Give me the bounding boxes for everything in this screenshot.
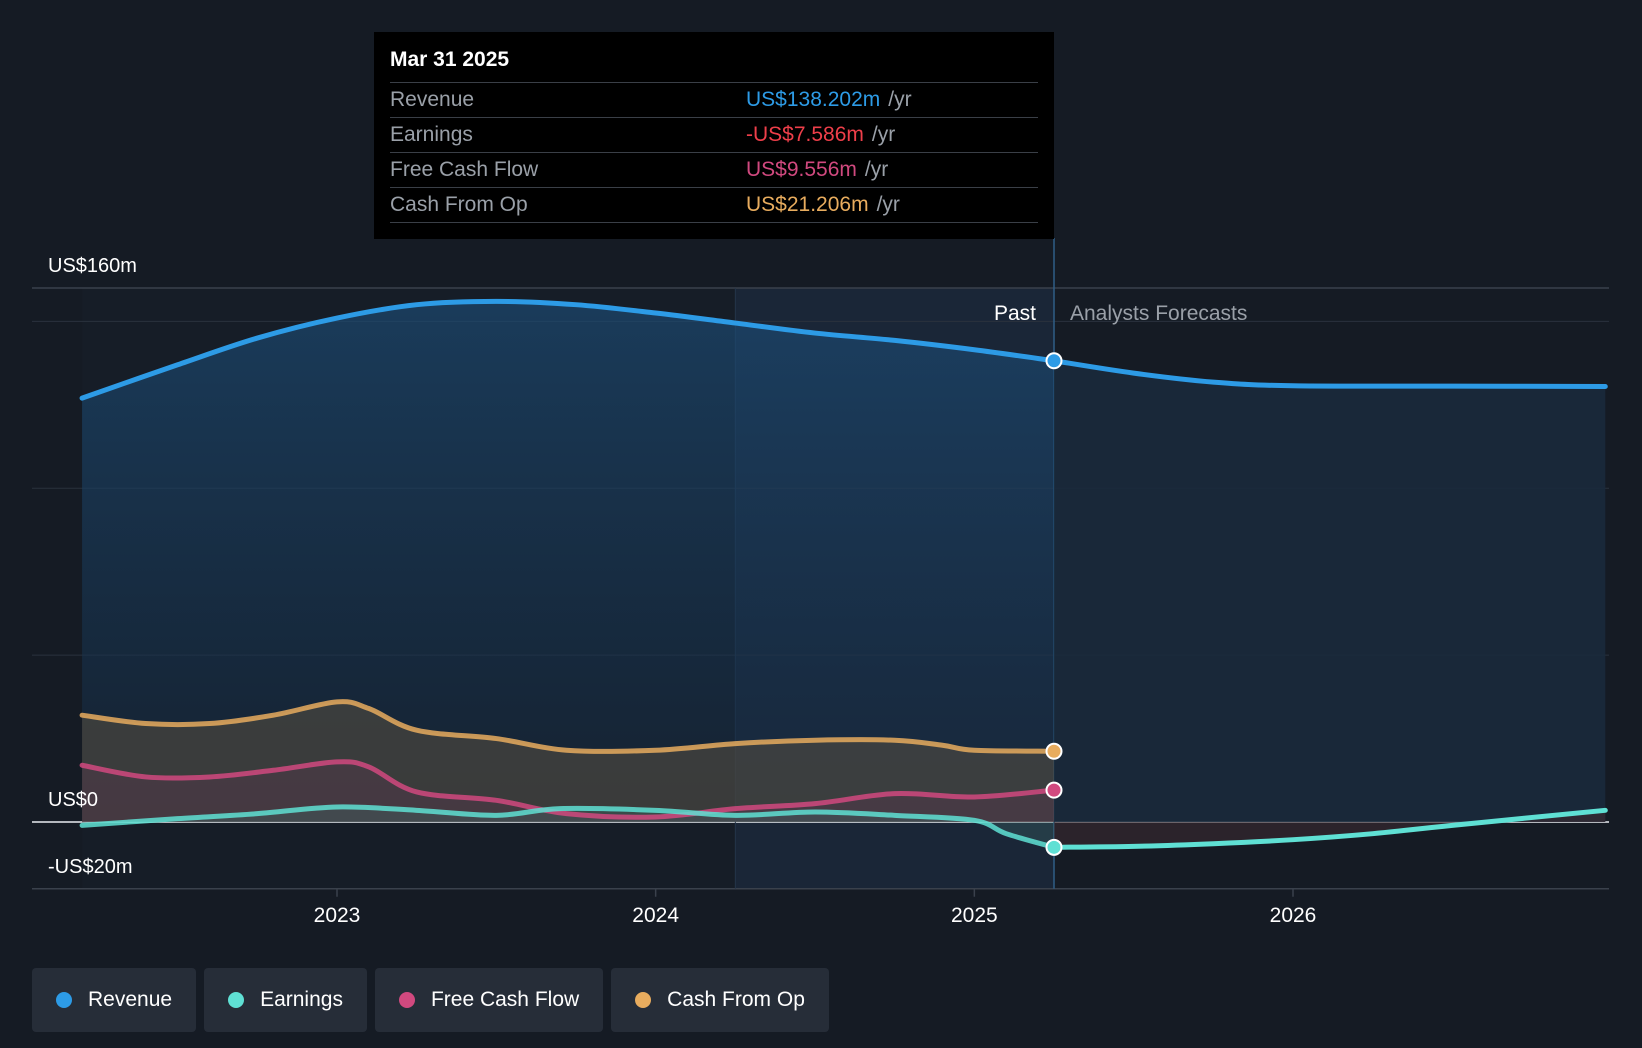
forecast-label: Analysts Forecasts bbox=[1070, 302, 1247, 325]
y-tick-label: -US$20m bbox=[48, 856, 132, 878]
x-tick-label: 2024 bbox=[632, 904, 679, 927]
free-cash-flow-marker bbox=[1045, 781, 1063, 799]
legend-item-free-cash-flow[interactable]: Free Cash Flow bbox=[374, 968, 604, 1032]
earnings-past-area bbox=[82, 806, 1055, 848]
tooltip-row-label: Earnings bbox=[390, 123, 473, 146]
earnings-marker bbox=[1045, 838, 1063, 856]
legend-label: Cash From Op bbox=[667, 988, 805, 1011]
revenue-past-area bbox=[82, 301, 1055, 823]
tooltip-row-label: Revenue bbox=[390, 88, 475, 111]
tooltip-row-revenue: Revenue US$138.202m/yr bbox=[390, 82, 1038, 117]
cash-from-op-area bbox=[82, 701, 1055, 822]
revenue-forecast-line bbox=[1051, 358, 1608, 389]
legend-label: Revenue bbox=[88, 988, 173, 1011]
tooltip-row-label: Free Cash Flow bbox=[390, 158, 539, 181]
tooltip-row-unit: /yr bbox=[888, 88, 912, 111]
x-tick-label: 2026 bbox=[1270, 904, 1317, 927]
tooltip-row-value: -US$7.586m bbox=[746, 123, 864, 146]
hover-tooltip: Mar 31 2025 Revenue US$138.202m/yr Earning… bbox=[374, 32, 1054, 239]
legend-item-revenue[interactable]: Revenue bbox=[32, 968, 197, 1032]
legend: Revenue Earnings Free Cash Flow Cash From O… bbox=[32, 968, 829, 1032]
legend-item-cash-from-op[interactable]: Cash From Op bbox=[611, 968, 829, 1032]
legend-label: Free Cash Flow bbox=[430, 988, 580, 1011]
x-tick-label: 2025 bbox=[951, 904, 998, 927]
legend-label: Earnings bbox=[260, 988, 343, 1011]
revenue-past-line bbox=[79, 298, 1057, 401]
tooltip-row-unit: /yr bbox=[864, 158, 889, 181]
axis-labels: US$160m US$0 -US$20m 2023 2024 2025 2026 Past An… bbox=[48, 255, 1316, 927]
past-label: Past bbox=[994, 302, 1036, 325]
cash-from-op-marker bbox=[1045, 742, 1063, 760]
y-tick-label: US$160m bbox=[48, 255, 137, 277]
earnings-past-line bbox=[79, 804, 1057, 850]
earnings-forecast-area bbox=[1054, 810, 1606, 848]
legend-dot-icon bbox=[56, 992, 72, 1008]
earnings-forecast-line bbox=[1051, 807, 1608, 850]
legend-dot-icon bbox=[635, 992, 652, 1008]
tooltip-row-value: US$138.202m bbox=[746, 88, 881, 111]
tooltip-row-cash-from-op: Cash From Op US$21.206m/yr bbox=[390, 187, 1038, 223]
tooltip-row-unit: /yr bbox=[876, 193, 900, 216]
series-areas bbox=[82, 301, 1606, 848]
series-lines bbox=[79, 298, 1608, 850]
tooltip-row-value: US$9.556m bbox=[746, 158, 857, 181]
tooltip-row-label: Cash From Op bbox=[390, 193, 528, 216]
tooltip-row-unit: /yr bbox=[871, 123, 896, 146]
cash-from-op-past-line bbox=[79, 699, 1057, 754]
revenue-marker bbox=[1045, 352, 1063, 370]
free-cash-flow-past-line bbox=[79, 759, 1057, 820]
x-tick-label: 2023 bbox=[314, 904, 361, 927]
tooltip-row-earnings: Earnings -US$7.586m/yr bbox=[390, 117, 1038, 152]
series-markers bbox=[1045, 352, 1063, 856]
y-tick-label: US$0 bbox=[48, 789, 98, 811]
tooltip-rows: Revenue US$138.202m/yr Earnings -US$7.586m /… bbox=[390, 82, 1038, 223]
tooltip-row-value: US$21.206m bbox=[746, 193, 869, 216]
tooltip-date: Mar 31 2025 bbox=[390, 48, 510, 71]
revenue-forecast-area bbox=[1054, 360, 1606, 822]
tooltip-row-free-cash-flow: Free Cash Flow US$9.556m/yr bbox=[390, 152, 1038, 187]
legend-item-earnings[interactable]: Earnings bbox=[204, 968, 367, 1032]
legend-dot-icon bbox=[398, 992, 415, 1008]
legend-dot-icon bbox=[228, 992, 245, 1008]
